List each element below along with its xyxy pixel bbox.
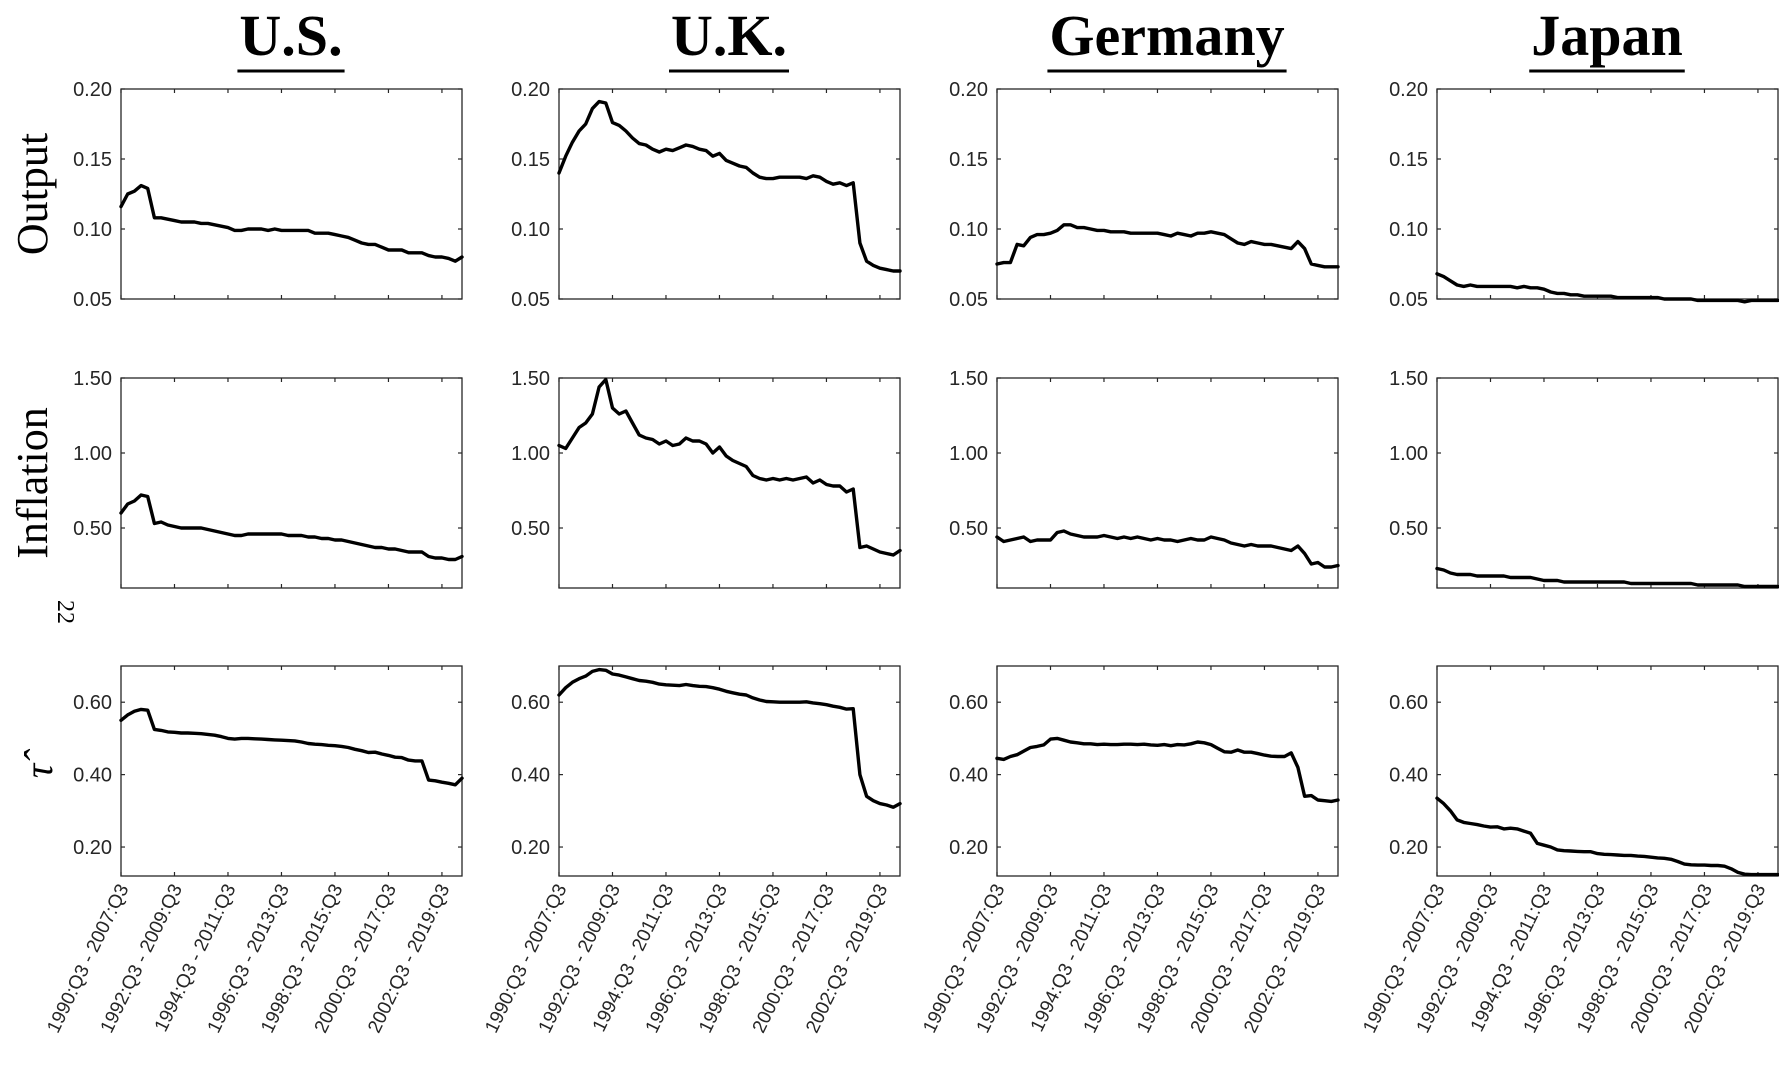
series-line (557, 99, 902, 273)
axes-frame (996, 665, 1339, 877)
y-tick-label: 1.00 (73, 443, 112, 465)
country-title-germany: Germany (1049, 3, 1284, 68)
panel-u-s-output: 0.05 0.10 0.15 0.20 (73, 79, 464, 311)
y-tick-label: 1.50 (949, 368, 988, 390)
y-tick-label: 0.15 (949, 149, 988, 171)
y-tick-label: 0.50 (949, 518, 988, 540)
y-tick-label: 1.00 (949, 443, 988, 465)
series-line (557, 377, 902, 557)
y-tick-label: 0.60 (949, 692, 988, 714)
y-tick-label: 1.50 (73, 368, 112, 390)
panel-germany-output: 0.05 0.10 0.15 0.20 (949, 79, 1340, 311)
row-label-tau-hat: τ̂ (16, 749, 61, 778)
y-tick-label: 0.50 (1389, 518, 1428, 540)
y-tick-label: 0.20 (511, 79, 550, 101)
y-tick-label: 0.60 (511, 692, 550, 714)
series-line (557, 667, 902, 809)
country-title-japan: Japan (1531, 3, 1683, 68)
y-tick-label: 0.15 (73, 149, 112, 171)
series-line (995, 736, 1340, 804)
panel-u-s-inflation: 0.50 1.00 1.50 (73, 368, 464, 589)
y-tick-label: 0.60 (73, 692, 112, 714)
y-tick-label: 0.20 (949, 79, 988, 101)
series-line (995, 223, 1340, 269)
y-tick-label: 0.50 (511, 518, 550, 540)
panel-u-k-inflation: 0.50 1.00 1.50 (511, 368, 902, 589)
axes-frame (120, 377, 463, 589)
y-tick-label: 0.10 (1389, 219, 1428, 241)
axes-frame (996, 88, 1339, 300)
row-label-output: Output (8, 133, 57, 255)
axes-frame (120, 665, 463, 877)
series-line (1435, 566, 1779, 589)
series-line (995, 529, 1340, 569)
y-tick-label: 0.05 (73, 289, 112, 311)
y-tick-label: 0.10 (511, 219, 550, 241)
series-line (1435, 796, 1779, 877)
country-title-u-s: U.S. (239, 3, 342, 68)
y-tick-label: 0.10 (949, 219, 988, 241)
y-tick-label: 1.50 (511, 368, 550, 390)
panel-japan-inflation: 0.50 1.00 1.50 (1389, 368, 1779, 589)
y-tick-label: 0.40 (949, 765, 988, 787)
y-tick-label: 0.05 (1389, 289, 1428, 311)
axes-frame (558, 88, 901, 300)
y-tick-label: 0.40 (511, 765, 550, 787)
y-tick-label: 0.20 (73, 837, 112, 859)
y-tick-label: 0.50 (73, 518, 112, 540)
y-tick-label: 0.20 (73, 79, 112, 101)
panel-japan-output: 0.05 0.10 0.15 0.20 (1389, 79, 1779, 311)
series-line (119, 707, 464, 787)
axes-frame (1436, 88, 1779, 300)
y-tick-label: 0.60 (1389, 692, 1428, 714)
axes-frame (1436, 377, 1779, 589)
series-line (119, 493, 464, 562)
axes-frame (1436, 665, 1779, 877)
y-tick-label: 0.05 (511, 289, 550, 311)
y-tick-label: 0.20 (511, 837, 550, 859)
y-tick-label: 0.05 (949, 289, 988, 311)
y-tick-label: 1.50 (1389, 368, 1428, 390)
y-tick-label: 1.00 (511, 443, 550, 465)
y-tick-label: 1.00 (1389, 443, 1428, 465)
panel-u-k-output: 0.05 0.10 0.15 0.20 (511, 79, 902, 311)
y-tick-label: 0.40 (1389, 765, 1428, 787)
series-line (119, 183, 464, 263)
row-label-inflation: Inflation (8, 407, 57, 559)
y-tick-label: 0.20 (1389, 79, 1428, 101)
axes-frame (558, 377, 901, 589)
y-tick-label: 0.15 (511, 149, 550, 171)
axes-frame (996, 377, 1339, 589)
y-tick-label: 0.15 (1389, 149, 1428, 171)
y-tick-label: 0.40 (73, 765, 112, 787)
panel-germany-inflation: 0.50 1.00 1.50 (949, 368, 1340, 589)
y-tick-label: 0.20 (949, 837, 988, 859)
series-line (1435, 272, 1779, 304)
axes-frame (120, 88, 463, 300)
page-number: 22 (52, 600, 78, 624)
y-tick-label: 0.10 (73, 219, 112, 241)
y-tick-label: 0.20 (1389, 837, 1428, 859)
axes-frame (558, 665, 901, 877)
country-title-u-k: U.K. (671, 3, 787, 68)
